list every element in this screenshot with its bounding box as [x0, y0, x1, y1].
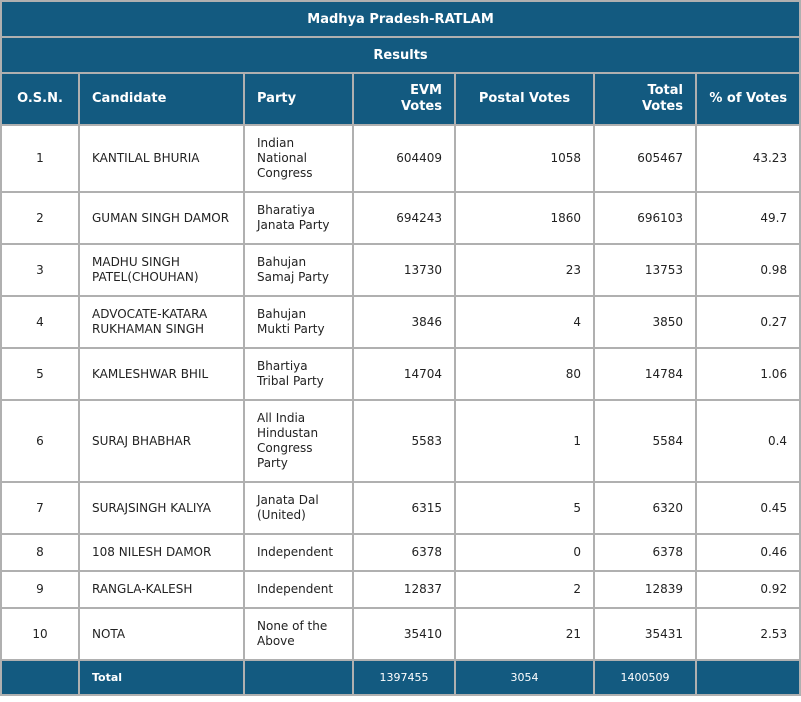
postal-votes-cell: 1	[454, 399, 595, 483]
total-votes-cell: 696103	[593, 191, 697, 245]
total-votes-cell: 5584	[593, 399, 697, 483]
constituency-title: Madhya Pradesh-RATLAM	[0, 0, 801, 38]
evm-votes-cell: 5583	[352, 399, 456, 483]
evm-votes-cell: 6315	[352, 481, 456, 535]
postal-votes-cell: 1058	[454, 124, 595, 193]
candidate-cell: RANGLA-KALESH	[78, 570, 245, 609]
table-row: 6 SURAJ BHABHAR All India Hindustan Congre…	[0, 399, 801, 483]
percent-votes-cell: 43.23	[694, 124, 801, 193]
totals-party	[243, 659, 354, 696]
osn-cell: 7	[0, 481, 80, 535]
party-cell: Independent	[243, 533, 354, 572]
osn-cell: 4	[0, 295, 80, 349]
percent-votes-cell: 0.46	[694, 533, 801, 572]
evm-votes-cell: 3846	[352, 295, 456, 349]
table-row: 9 RANGLA-KALESH Independent 12837 2 12839 0.92	[0, 570, 801, 609]
osn-cell: 6	[0, 399, 80, 483]
total-votes-cell: 12839	[593, 570, 697, 609]
postal-votes-cell: 23	[454, 243, 595, 297]
percent-votes-cell: 2.53	[694, 607, 801, 661]
table-row: 4 ADVOCATE-KATARA RUKHAMAN SINGH Bahujan M…	[0, 295, 801, 349]
osn-cell: 9	[0, 570, 80, 609]
postal-votes-cell: 1860	[454, 191, 595, 245]
evm-votes-cell: 13730	[352, 243, 456, 297]
col-header-percent-votes: % of Votes	[694, 72, 801, 126]
candidate-cell: ADVOCATE-KATARA RUKHAMAN SINGH	[78, 295, 245, 349]
party-cell: All India Hindustan Congress Party	[243, 399, 354, 483]
total-votes-cell: 605467	[593, 124, 697, 193]
candidate-cell: GUMAN SINGH DAMOR	[78, 191, 245, 245]
osn-cell: 10	[0, 607, 80, 661]
totals-osn	[0, 659, 80, 696]
totals-label: Total	[78, 659, 245, 696]
candidate-cell: 108 NILESH DAMOR	[78, 533, 245, 572]
total-votes-cell: 35431	[593, 607, 697, 661]
evm-votes-cell: 6378	[352, 533, 456, 572]
table-row: 8 108 NILESH DAMOR Independent 6378 0 6378 0.4…	[0, 533, 801, 572]
column-header-row: O.S.N. Candidate Party EVM Votes Postal …	[0, 72, 801, 126]
col-header-postal-votes: Postal Votes	[454, 72, 595, 126]
totals-evm: 1397455	[352, 659, 456, 696]
postal-votes-cell: 0	[454, 533, 595, 572]
evm-votes-cell: 604409	[352, 124, 456, 193]
osn-cell: 1	[0, 124, 80, 193]
party-cell: Bharatiya Janata Party	[243, 191, 354, 245]
col-header-candidate: Candidate	[78, 72, 245, 126]
table-row: 1 KANTILAL BHURIA Indian National Congress…	[0, 124, 801, 193]
candidate-cell: SURAJ BHABHAR	[78, 399, 245, 483]
total-votes-cell: 6320	[593, 481, 697, 535]
osn-cell: 5	[0, 347, 80, 401]
party-cell: Janata Dal (United)	[243, 481, 354, 535]
total-votes-cell: 3850	[593, 295, 697, 349]
osn-cell: 8	[0, 533, 80, 572]
party-cell: Bahujan Mukti Party	[243, 295, 354, 349]
evm-votes-cell: 694243	[352, 191, 456, 245]
percent-votes-cell: 1.06	[694, 347, 801, 401]
party-cell: Bhartiya Tribal Party	[243, 347, 354, 401]
osn-cell: 3	[0, 243, 80, 297]
postal-votes-cell: 5	[454, 481, 595, 535]
party-cell: Independent	[243, 570, 354, 609]
evm-votes-cell: 12837	[352, 570, 456, 609]
table-row: 3 MADHU SINGH PATEL(CHOUHAN) Bahujan Samaj…	[0, 243, 801, 297]
table-row: 10 NOTA None of the Above 35410 21 35431 2.53	[0, 607, 801, 661]
table-row: 5 KAMLESHWAR BHIL Bhartiya Tribal Party 147…	[0, 347, 801, 401]
percent-votes-cell: 0.98	[694, 243, 801, 297]
percent-votes-cell: 49.7	[694, 191, 801, 245]
total-votes-cell: 14784	[593, 347, 697, 401]
party-cell: Bahujan Samaj Party	[243, 243, 354, 297]
postal-votes-cell: 21	[454, 607, 595, 661]
percent-votes-cell: 0.4	[694, 399, 801, 483]
table-row: 2 GUMAN SINGH DAMOR Bharatiya Janata Party…	[0, 191, 801, 245]
col-header-party: Party	[243, 72, 354, 126]
col-header-total-votes: Total Votes	[593, 72, 697, 126]
total-votes-cell: 6378	[593, 533, 697, 572]
results-subtitle: Results	[0, 36, 801, 74]
totals-postal: 3054	[454, 659, 595, 696]
evm-votes-cell: 14704	[352, 347, 456, 401]
candidate-cell: MADHU SINGH PATEL(CHOUHAN)	[78, 243, 245, 297]
candidate-cell: NOTA	[78, 607, 245, 661]
total-votes-cell: 13753	[593, 243, 697, 297]
col-header-evm-votes: EVM Votes	[352, 72, 456, 126]
percent-votes-cell: 0.45	[694, 481, 801, 535]
totals-pct	[694, 659, 801, 696]
postal-votes-cell: 80	[454, 347, 595, 401]
party-cell: Indian National Congress	[243, 124, 354, 193]
percent-votes-cell: 0.27	[694, 295, 801, 349]
party-cell: None of the Above	[243, 607, 354, 661]
postal-votes-cell: 4	[454, 295, 595, 349]
totals-row: Total 1397455 3054 1400509	[0, 659, 801, 696]
candidate-cell: KANTILAL BHURIA	[78, 124, 245, 193]
candidate-cell: KAMLESHWAR BHIL	[78, 347, 245, 401]
postal-votes-cell: 2	[454, 570, 595, 609]
col-header-osn: O.S.N.	[0, 72, 80, 126]
candidate-cell: SURAJSINGH KALIYA	[78, 481, 245, 535]
evm-votes-cell: 35410	[352, 607, 456, 661]
osn-cell: 2	[0, 191, 80, 245]
table-row: 7 SURAJSINGH KALIYA Janata Dal (United) 631…	[0, 481, 801, 535]
percent-votes-cell: 0.92	[694, 570, 801, 609]
totals-total: 1400509	[593, 659, 697, 696]
